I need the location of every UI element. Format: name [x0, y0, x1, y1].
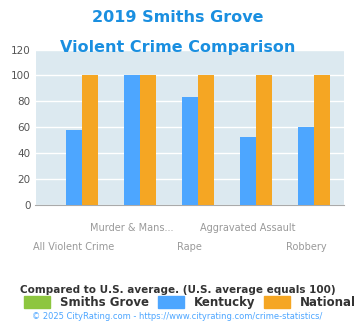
Bar	[198, 75, 214, 205]
Bar	[314, 75, 330, 205]
Text: Robbery: Robbery	[286, 242, 326, 252]
Text: Aggravated Assault: Aggravated Assault	[200, 223, 296, 233]
Text: © 2025 CityRating.com - https://www.cityrating.com/crime-statistics/: © 2025 CityRating.com - https://www.city…	[32, 312, 323, 321]
Legend: Smiths Grove, Kentucky, National: Smiths Grove, Kentucky, National	[20, 291, 355, 314]
Text: 2019 Smiths Grove: 2019 Smiths Grove	[92, 10, 263, 25]
Bar	[66, 130, 82, 205]
Text: Violent Crime Comparison: Violent Crime Comparison	[60, 40, 295, 54]
Bar	[256, 75, 272, 205]
Bar	[182, 97, 198, 205]
Bar	[82, 75, 98, 205]
Bar	[140, 75, 156, 205]
Bar	[240, 137, 256, 205]
Text: Rape: Rape	[178, 242, 202, 252]
Text: Murder & Mans...: Murder & Mans...	[90, 223, 174, 233]
Bar	[298, 127, 314, 205]
Bar	[124, 75, 140, 205]
Text: All Violent Crime: All Violent Crime	[33, 242, 115, 252]
Text: Compared to U.S. average. (U.S. average equals 100): Compared to U.S. average. (U.S. average …	[20, 285, 335, 295]
